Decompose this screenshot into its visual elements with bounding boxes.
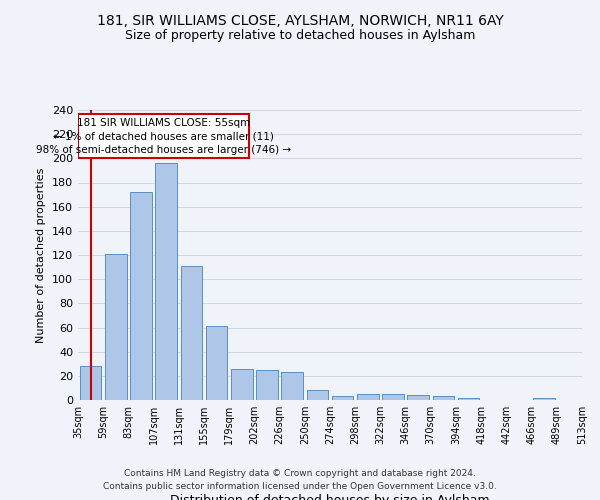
Bar [307, 390, 328, 400]
Bar [533, 398, 555, 400]
Bar [231, 368, 253, 400]
Text: 181, SIR WILLIAMS CLOSE, AYLSHAM, NORWICH, NR11 6AY: 181, SIR WILLIAMS CLOSE, AYLSHAM, NORWIC… [97, 14, 503, 28]
Bar [130, 192, 152, 400]
Bar [80, 366, 101, 400]
Bar [458, 398, 479, 400]
X-axis label: Distribution of detached houses by size in Aylsham: Distribution of detached houses by size … [170, 494, 490, 500]
Text: 98% of semi-detached houses are larger (746) →: 98% of semi-detached houses are larger (… [36, 145, 291, 155]
Bar [155, 163, 177, 400]
Bar [181, 266, 202, 400]
Text: Contains HM Land Registry data © Crown copyright and database right 2024.: Contains HM Land Registry data © Crown c… [124, 468, 476, 477]
Text: Contains public sector information licensed under the Open Government Licence v3: Contains public sector information licen… [103, 482, 497, 491]
Text: 181 SIR WILLIAMS CLOSE: 55sqm: 181 SIR WILLIAMS CLOSE: 55sqm [77, 118, 250, 128]
Bar [332, 396, 353, 400]
Bar [256, 370, 278, 400]
Bar [433, 396, 454, 400]
Bar [281, 372, 303, 400]
Bar [357, 394, 379, 400]
FancyBboxPatch shape [78, 114, 250, 158]
Text: ← 1% of detached houses are smaller (11): ← 1% of detached houses are smaller (11) [53, 132, 274, 142]
Text: Size of property relative to detached houses in Aylsham: Size of property relative to detached ho… [125, 29, 475, 42]
Bar [206, 326, 227, 400]
Bar [105, 254, 127, 400]
Bar [407, 395, 429, 400]
Y-axis label: Number of detached properties: Number of detached properties [37, 168, 46, 342]
Bar [382, 394, 404, 400]
